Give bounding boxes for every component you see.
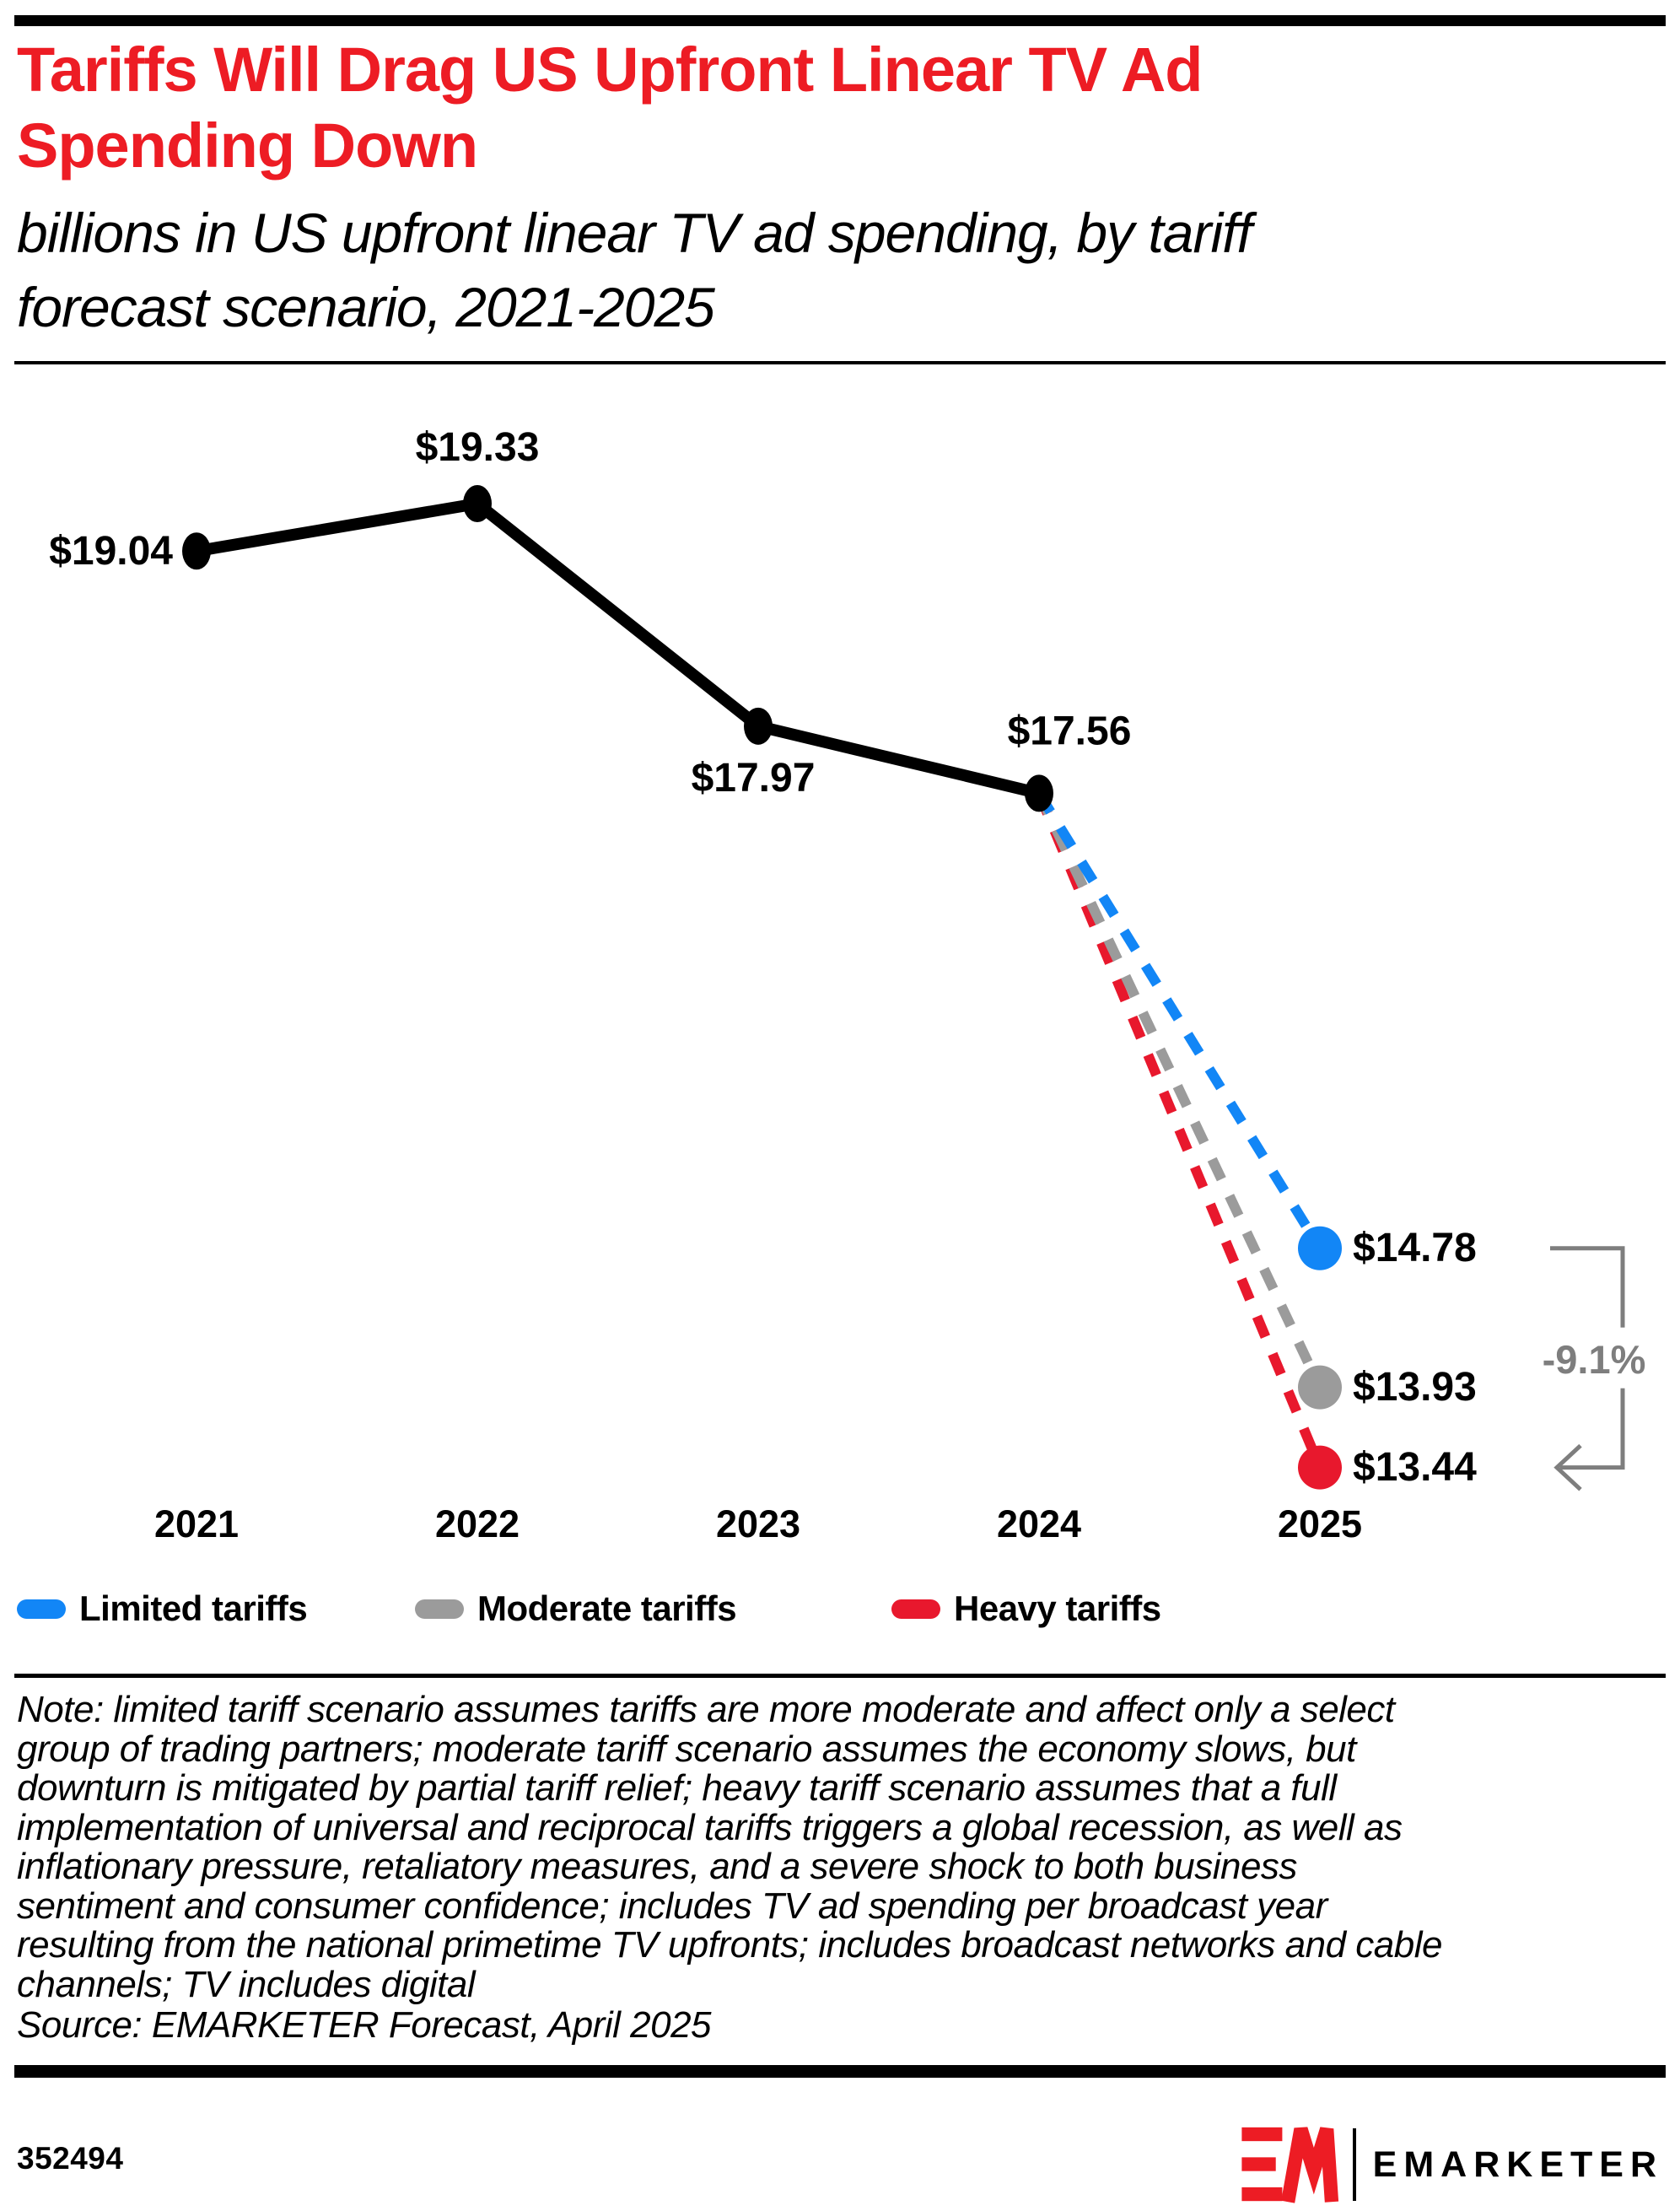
- value-label-2023: $17.97: [692, 756, 816, 801]
- x-tick-2024: 2024: [997, 1502, 1081, 1545]
- line-chart: $14.78 $13.93 $13.44 $19.04 $19.33 $17.97 $17.…: [49, 425, 1660, 1545]
- x-tick-2022: 2022: [435, 1502, 520, 1545]
- scenario-line-limited-tariffs: [1034, 790, 1325, 1251]
- scenario-line-moderate-tariffs: [1034, 790, 1325, 1390]
- bracket-arrow-icon: [1553, 1443, 1582, 1491]
- value-label-moderate-tariffs: $13.93: [1353, 1365, 1477, 1410]
- emarketer-logo-mark-icon: [1241, 2127, 1338, 2203]
- actual-point-2024: [1025, 774, 1053, 812]
- actual-point-2023: [744, 707, 773, 745]
- x-tick-2023: 2023: [716, 1502, 800, 1545]
- actual-point-2021: [182, 532, 211, 570]
- value-label-heavy-tariffs: $13.44: [1353, 1445, 1477, 1490]
- x-tick-2021: 2021: [154, 1502, 239, 1545]
- annotation-label-bg: [1528, 1327, 1660, 1389]
- legend-item-heavy-tariffs: Heavy tariffs: [891, 1588, 1161, 1630]
- actual-line: [195, 497, 1041, 800]
- legend-item-moderate-tariffs: Moderate tariffs: [415, 1588, 737, 1630]
- legend-label-heavy-tariffs: Heavy tariffs: [954, 1588, 1161, 1628]
- logo-divider: [1352, 2128, 1356, 2201]
- emarketer-logo: EMARKETER: [1241, 2124, 1663, 2205]
- logo-wordmark: EMARKETER: [1372, 2144, 1663, 2185]
- scenario-point-moderate-tariffs: [1298, 1365, 1342, 1410]
- scenario-point-heavy-tariffs: [1298, 1445, 1342, 1490]
- header-divider: [14, 361, 1666, 364]
- chart-subtitle: billions in US upfront linear TV ad spen…: [17, 202, 1252, 338]
- limited-tariffs-swatch-icon: [17, 1599, 66, 1619]
- chart-legend: Limited tariffs Moderate tariffs Heavy t…: [0, 1588, 1680, 1630]
- legend-label-moderate-tariffs: Moderate tariffs: [477, 1588, 737, 1628]
- x-tick-2025: 2025: [1278, 1502, 1362, 1545]
- moderate-tariffs-swatch-icon: [415, 1599, 464, 1619]
- value-label-2021: $19.04: [49, 529, 173, 574]
- value-label-limited-tariffs: $14.78: [1353, 1226, 1477, 1270]
- heavy-tariffs-swatch-icon: [891, 1599, 940, 1619]
- value-label-2022: $19.33: [416, 425, 540, 470]
- chart-id: 352494: [17, 2141, 124, 2176]
- scenario-point-limited-tariffs: [1298, 1226, 1342, 1270]
- value-label-2024: $17.56: [1008, 709, 1132, 753]
- page-title: Tariffs Will Drag US Upfront Linear TV A…: [17, 35, 1203, 181]
- top-bar: [14, 15, 1666, 26]
- actual-point-2022: [463, 485, 492, 522]
- footer-divider-bar: [14, 2065, 1666, 2078]
- legend-item-limited-tariffs: Limited tariffs: [17, 1588, 308, 1630]
- legend-divider: [14, 1674, 1666, 1678]
- annotation-label: -9.1%: [1543, 1337, 1646, 1382]
- source-text: Source: EMARKETER Forecast, April 2025: [17, 2004, 712, 2046]
- scenario-line-heavy-tariffs: [1034, 791, 1325, 1470]
- note-text: Note: limited tariff scenario assumes ta…: [17, 1689, 1442, 2005]
- legend-label-limited-tariffs: Limited tariffs: [79, 1588, 308, 1628]
